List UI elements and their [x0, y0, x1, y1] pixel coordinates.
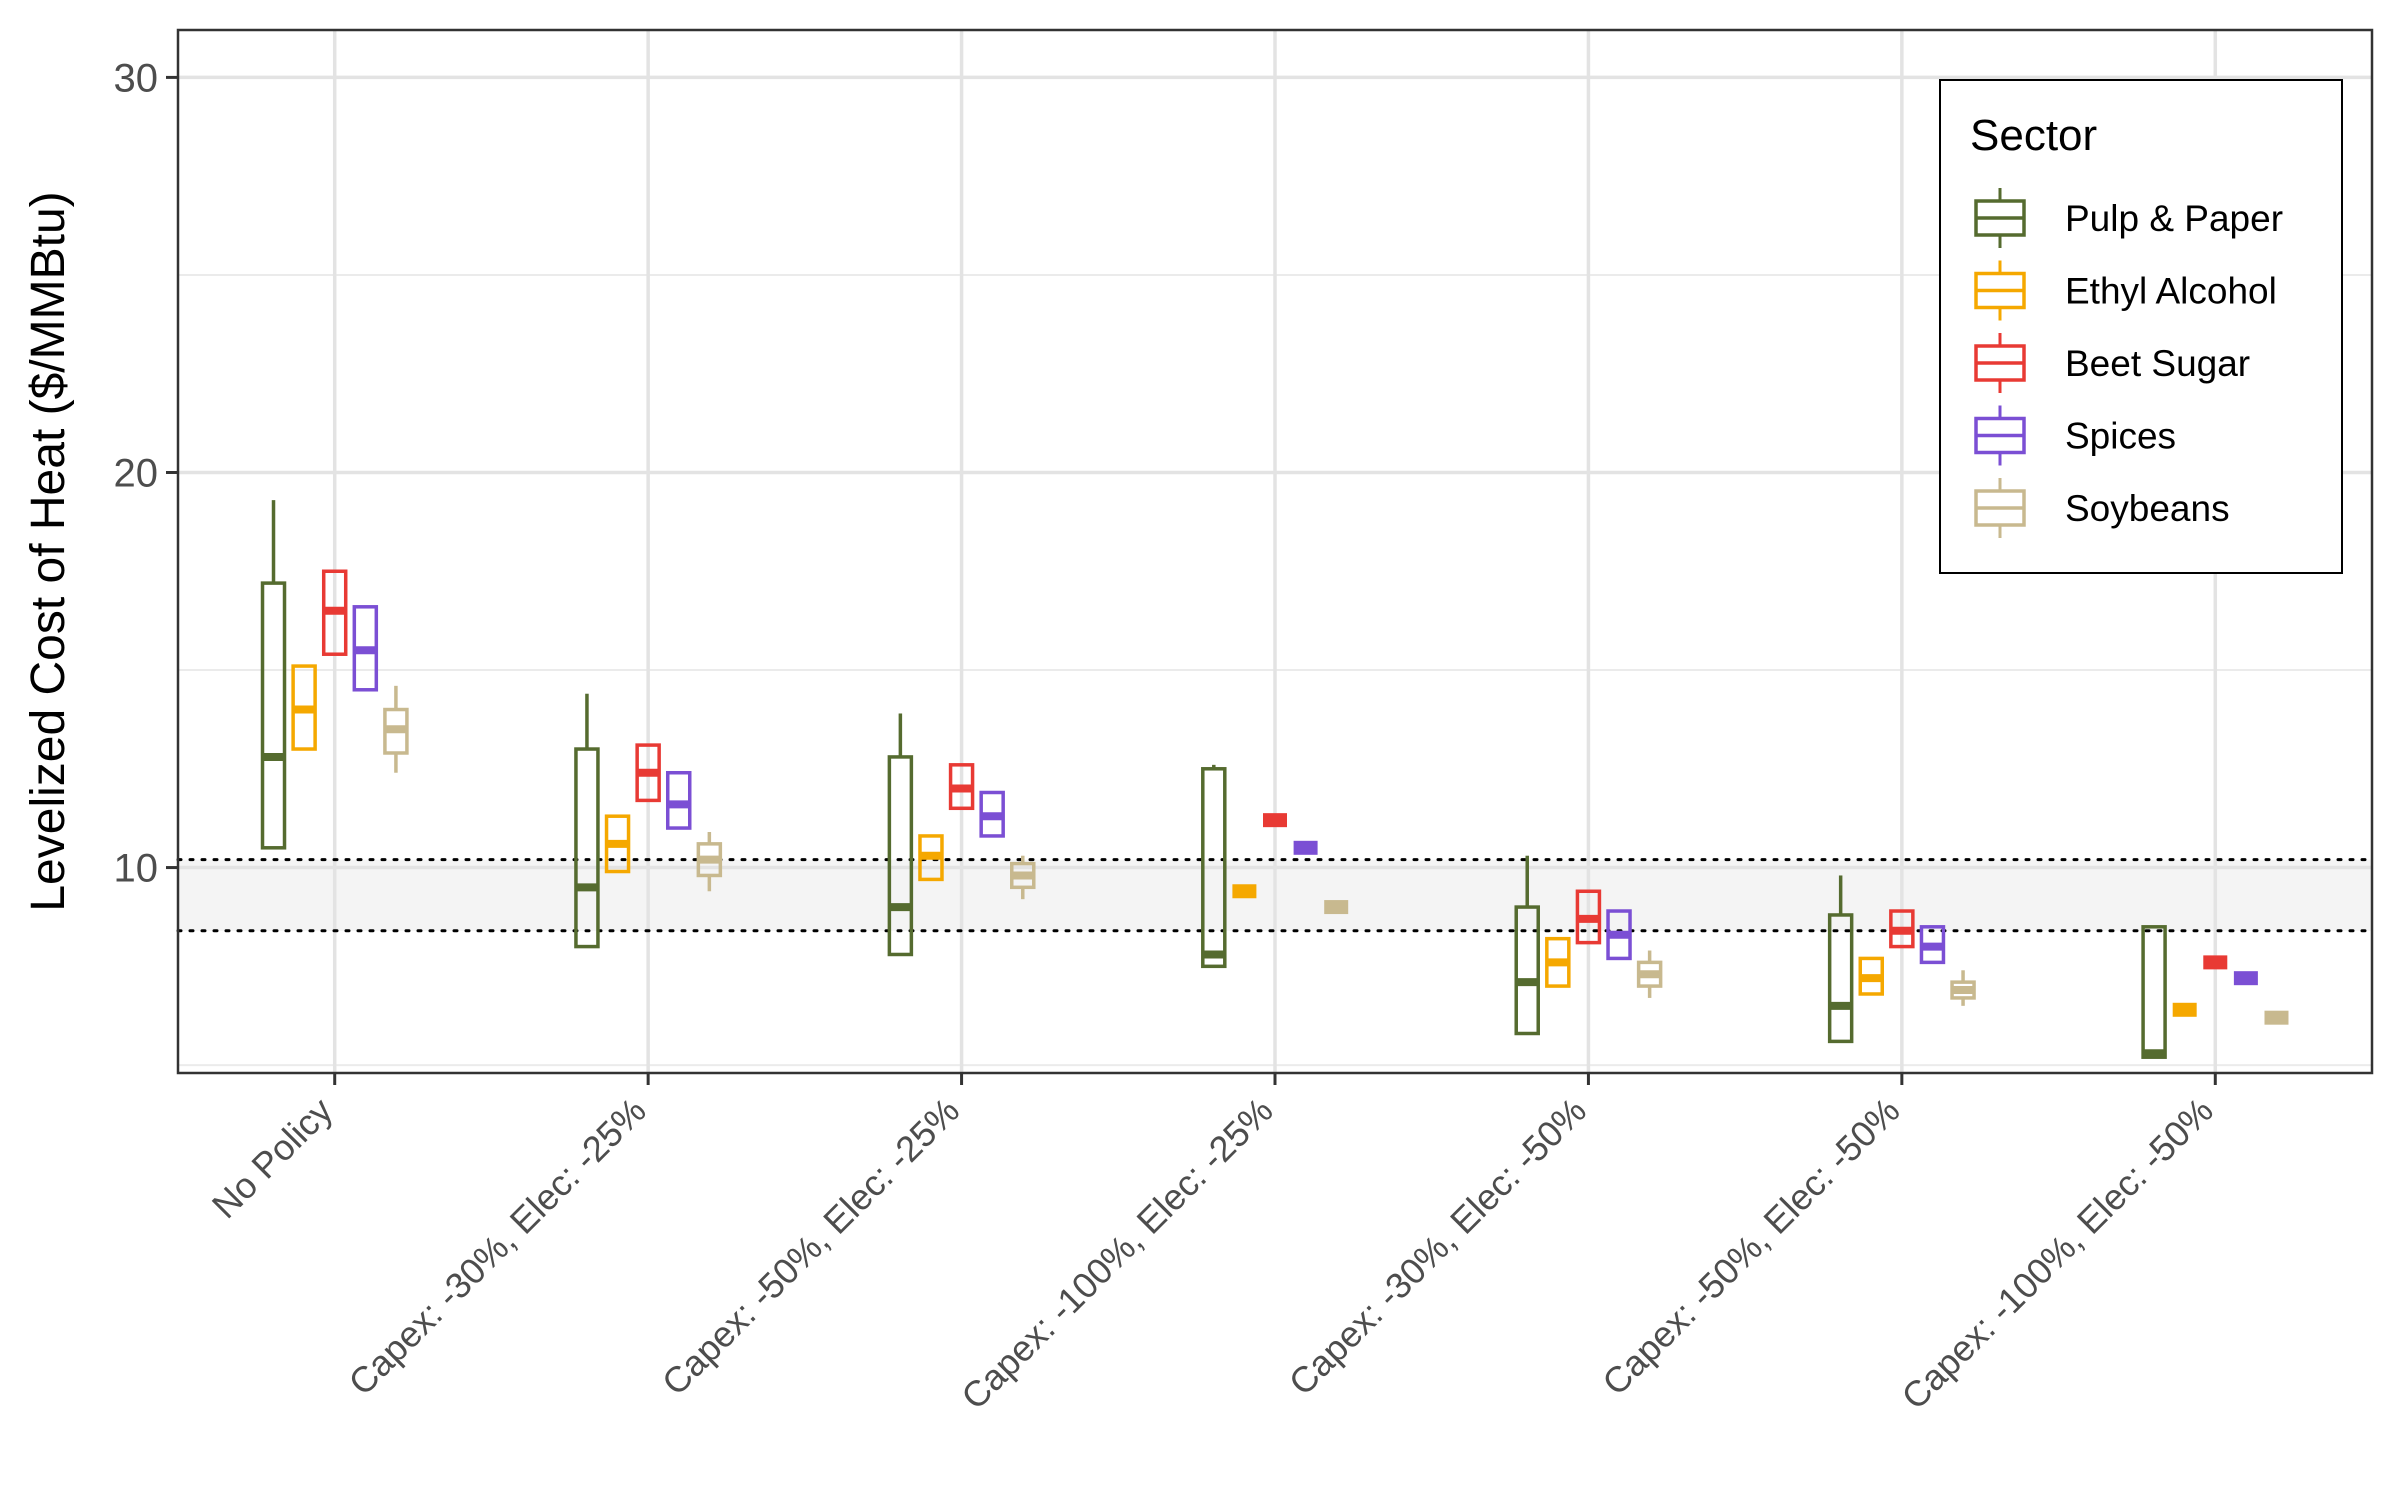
box-pulp-paper: [2141, 925, 2167, 1059]
box-spices: [979, 790, 1005, 838]
box-spices: [1919, 925, 1946, 965]
box-body: [1827, 913, 1854, 1044]
box-beet-sugar: [2203, 955, 2228, 970]
box-body: [1232, 884, 1257, 899]
legend: Sector Pulp & Paper Ethyl Alcohol Beet Suga…: [1939, 79, 2343, 574]
box-spices: [352, 605, 379, 692]
legend-item-soybeans: Soybeans: [1974, 478, 2230, 538]
legend-item-pulp-paper: Pulp & Paper: [1974, 188, 2283, 248]
x-tick-label: Capex: -30%, Elec: -50%: [1281, 1090, 1594, 1403]
legend-item-ethyl-alcohol: Ethyl Alcohol: [1974, 260, 2277, 321]
box-ethyl-alcohol: [2172, 1002, 2197, 1017]
x-tick-label: Capex: -30%, Elec: -25%: [340, 1090, 653, 1403]
box-pulp-paper: [574, 693, 600, 949]
box-soybeans: [1636, 950, 1663, 998]
box-pulp-paper: [887, 713, 914, 957]
box-body: [2203, 955, 2228, 970]
reference-lines-layer: [176, 858, 2374, 933]
grid-layer: [178, 30, 2372, 1073]
y-tick-label: 20: [114, 451, 159, 495]
box-beet-sugar: [1889, 909, 1915, 949]
box-body: [1263, 813, 1287, 828]
x-tick-label: Capex: -100%, Elec: -25%: [953, 1090, 1281, 1418]
legend-label: Ethyl Alcohol: [2065, 271, 2277, 312]
box-body: [2172, 1002, 2197, 1017]
box-ethyl-alcohol: [604, 814, 631, 874]
box-body: [574, 747, 600, 949]
box-beet-sugar: [635, 743, 661, 803]
y-tick-label: 10: [114, 847, 159, 891]
box-soybeans: [1950, 970, 1976, 1006]
box-body: [887, 755, 914, 957]
box-pulp-paper: [1514, 855, 1540, 1036]
x-tick-label: No Policy: [204, 1090, 341, 1227]
box-soybeans: [383, 685, 409, 773]
box-body: [2233, 971, 2258, 986]
legend-label: Pulp & Paper: [2065, 198, 2283, 239]
box-beet-sugar: [1575, 889, 1602, 945]
boxplot-layer: [260, 500, 2289, 1059]
box-body: [1201, 767, 1227, 969]
box-ethyl-alcohol: [291, 664, 317, 751]
box-body: [2264, 1010, 2289, 1025]
box-spices: [2233, 971, 2258, 986]
box-soybeans: [2264, 1010, 2289, 1025]
y-axis-title: Levelized Cost of Heat ($/MMBtu): [22, 191, 75, 911]
x-tick-label: Capex: -50%, Elec: -25%: [654, 1090, 967, 1403]
box-soybeans: [1010, 855, 1036, 900]
legend-item-spices: Spices: [1974, 405, 2176, 466]
box-pulp-paper: [1827, 875, 1854, 1044]
box-body: [2141, 925, 2167, 1059]
box-beet-sugar: [1263, 813, 1287, 828]
box-ethyl-alcohol: [1545, 936, 1571, 988]
x-tick-label: Capex: -50%, Elec: -50%: [1594, 1090, 1907, 1403]
box-soybeans: [1324, 900, 1349, 915]
box-pulp-paper: [1201, 764, 1227, 969]
box-beet-sugar: [948, 763, 975, 811]
box-spices: [1606, 909, 1632, 961]
legend-title: Sector: [1970, 111, 2097, 160]
box-body: [1293, 840, 1318, 855]
box-pulp-paper: [260, 500, 287, 850]
x-tick-label: Capex: -100%, Elec: -50%: [1893, 1090, 2221, 1418]
box-ethyl-alcohol: [1858, 956, 1885, 996]
box-soybeans: [696, 832, 723, 892]
box-ethyl-alcohol: [1232, 884, 1257, 899]
box-body: [260, 581, 287, 850]
box-ethyl-alcohol: [918, 834, 944, 882]
box-spices: [665, 770, 692, 830]
box-body: [1514, 905, 1540, 1036]
box-spices: [1293, 840, 1318, 855]
box-body: [1324, 900, 1349, 915]
box-beet-sugar: [321, 569, 348, 656]
legend-label: Spices: [2065, 416, 2176, 457]
y-tick-label: 30: [114, 56, 159, 100]
legend-label: Beet Sugar: [2065, 343, 2250, 384]
legend-label: Soybeans: [2065, 488, 2230, 529]
legend-item-beet-sugar: Beet Sugar: [1974, 333, 2250, 393]
